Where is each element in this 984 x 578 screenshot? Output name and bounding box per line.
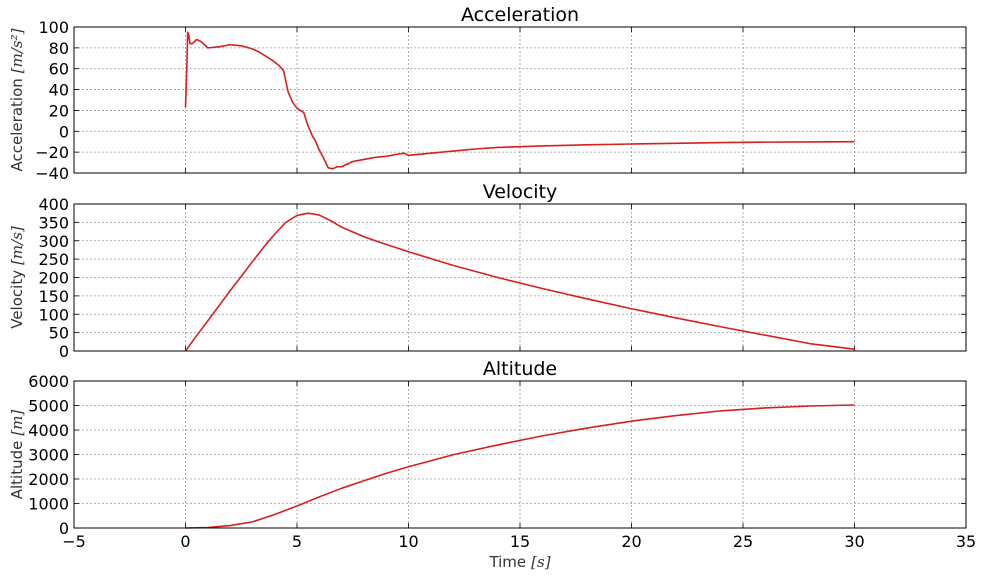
velocity-ytick-label: 350 (38, 213, 69, 232)
velocity-ytick-label: 400 (38, 195, 69, 214)
acceleration-ytick-label: 80 (49, 39, 69, 58)
acceleration-ytick-label: 100 (38, 18, 69, 37)
velocity-ytick-label: 100 (38, 305, 69, 324)
altitude-ytick-label: 2000 (28, 470, 69, 489)
acceleration-frame (73, 26, 967, 174)
acceleration-series-line (184, 31, 855, 170)
acceleration-ytick-label: 20 (49, 101, 69, 120)
velocity-ylabel-unit: [m/s] (8, 226, 26, 265)
velocity-ytick-label: 300 (38, 232, 69, 251)
velocity-ytick-label: 150 (38, 287, 69, 306)
acceleration-ytick-label: −40 (35, 164, 69, 183)
altitude-xtick-label: 10 (398, 532, 418, 551)
velocity-series-line (184, 212, 855, 352)
velocity-panel: 050100150200250300350400VelocityVelocity… (8, 181, 967, 361)
altitude-panel: −5 0 5 10 15 20 25 30 35010002000300040005000600… (8, 358, 976, 571)
xlabel-unit: [s] (531, 553, 551, 571)
acceleration-ylabel-unit: [m/s²] (8, 28, 26, 73)
altitude-xtick-label: 0 (180, 532, 190, 551)
acceleration-ylabel: Acceleration [m/s²] (8, 28, 26, 171)
altitude-series-line (185, 404, 855, 529)
acceleration-ytick-label: 40 (49, 81, 69, 100)
altitude-ylabel: Altitude [m] (8, 410, 26, 500)
acceleration-title: Acceleration (461, 4, 579, 26)
altitude-ytick-label: 6000 (28, 372, 69, 391)
altitude-xlabel: Time [s] (488, 553, 550, 571)
acceleration-ytick-label: 60 (49, 60, 69, 79)
altitude-xtick-label: 20 (621, 532, 641, 551)
velocity-ytick-label: 200 (38, 269, 69, 288)
altitude-xtick-label: 25 (733, 532, 753, 551)
velocity-title: Velocity (483, 181, 558, 203)
altitude-xtick-label: 35 (956, 532, 976, 551)
altitude-ytick-label: 0 (59, 519, 69, 538)
velocity-ytick-label: 50 (49, 324, 69, 343)
velocity-ytick-label: 0 (59, 342, 69, 361)
acceleration-ytick-label: −20 (35, 143, 69, 162)
velocity-ylabel: Velocity [m/s] (8, 226, 26, 329)
xlabel-text: Time (488, 553, 526, 571)
altitude-title: Altitude (483, 358, 557, 380)
altitude-ylabel-text: Altitude (8, 441, 26, 500)
altitude-xtick-label: 5 (292, 532, 302, 551)
altitude-ytick-label: 5000 (28, 397, 69, 416)
acceleration-ytick-label: 0 (59, 122, 69, 141)
velocity-frame (73, 203, 967, 352)
altitude-ylabel-unit: [m] (8, 410, 26, 436)
acceleration-panel: −40−20020406080100AccelerationAccelerati… (8, 4, 967, 183)
altitude-ytick-label: 3000 (28, 446, 69, 465)
acceleration-ylabel-text: Acceleration (8, 78, 26, 171)
altitude-xtick-label: 30 (844, 532, 864, 551)
velocity-ylabel-text: Velocity (8, 270, 26, 329)
altitude-frame (73, 380, 967, 529)
velocity-ytick-label: 250 (38, 250, 69, 269)
altitude-xtick-label: 15 (510, 532, 530, 551)
altitude-xtick-label: −5 (62, 532, 86, 551)
altitude-ytick-label: 1000 (28, 495, 69, 514)
altitude-ytick-label: 4000 (28, 421, 69, 440)
